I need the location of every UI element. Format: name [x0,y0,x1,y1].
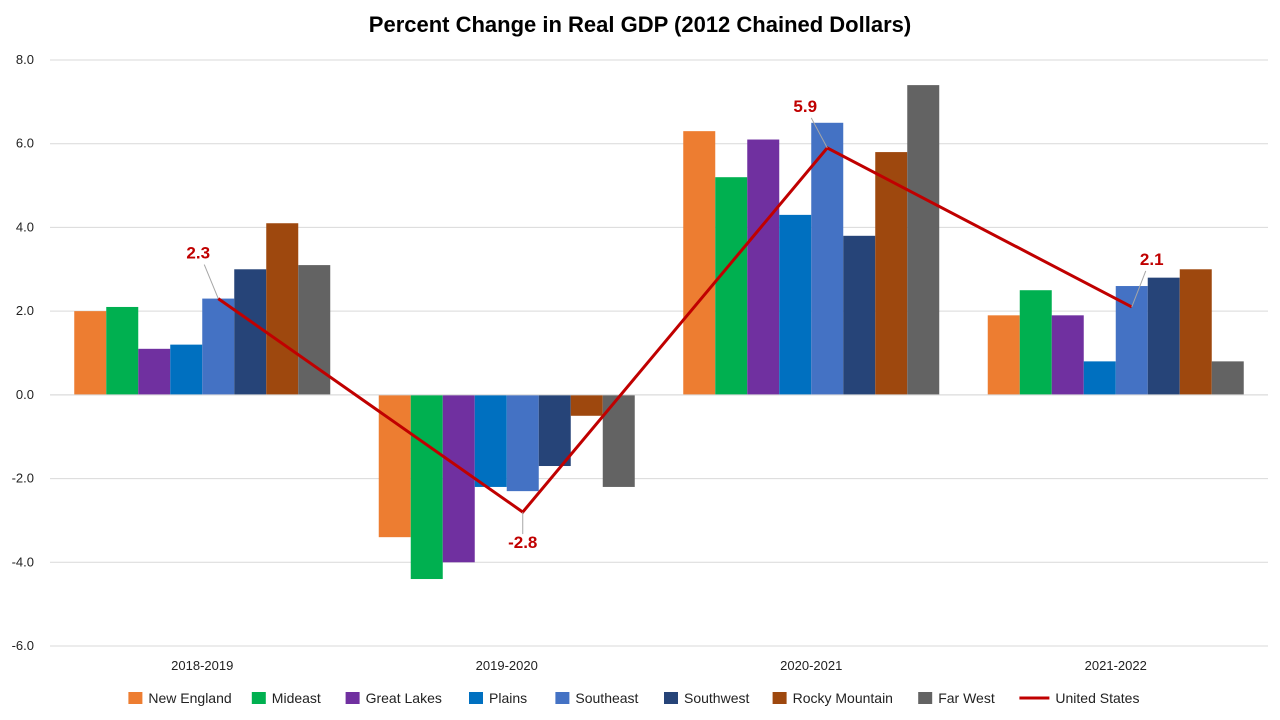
legend-swatch [251,692,266,704]
legend-swatch [128,692,143,704]
legend-swatch [555,692,570,704]
bar [234,269,267,395]
legend-swatch [664,692,678,704]
legend-swatch [918,692,933,704]
bar [74,311,107,395]
united-states-line [217,146,1133,515]
bar [683,131,716,395]
bar [538,394,571,467]
us-data-label: 2.3 [186,244,210,263]
us-data-label: 2.1 [1140,250,1164,269]
y-tick-label: 6.0 [16,136,34,151]
bar [570,394,603,416]
bar [378,394,411,538]
bar [106,306,139,395]
y-tick-label: 2.0 [16,303,34,318]
data-label-leader [1131,270,1147,308]
bar [811,122,844,395]
us-data-label: -2.8 [508,533,537,552]
y-tick-label: 4.0 [16,219,34,234]
bar [779,214,812,395]
us-data-label: 5.9 [793,97,817,116]
bar [202,298,235,395]
bar [1179,269,1212,395]
bar [1083,361,1116,395]
bar [506,394,539,492]
legend-label: United States [1055,690,1139,706]
y-tick-label: -4.0 [12,554,34,569]
y-tick-label: 0.0 [16,387,34,402]
bar [442,394,475,563]
bar [1211,361,1244,395]
bar [987,315,1020,395]
bar [907,85,940,395]
legend-swatch [469,692,483,704]
legend-swatch [772,692,787,704]
y-tick-label: -6.0 [12,638,34,653]
legend-label: Mideast [272,690,321,706]
bar [843,235,876,395]
bar [410,394,443,580]
y-tick-label: -2.0 [12,471,34,486]
x-tick-label: 2020-2021 [780,658,842,673]
legend-label: Rocky Mountain [793,690,893,706]
bar [1051,315,1084,395]
bar [474,394,507,487]
bar [875,152,908,395]
chart-title: Percent Change in Real GDP (2012 Chained… [368,12,912,37]
y-tick-label: 8.0 [16,52,34,67]
bar [138,348,171,395]
legend-label: Far West [938,690,995,706]
legend-label: New England [148,690,231,706]
x-tick-label: 2018-2019 [171,658,233,673]
data-label-leader [810,117,828,149]
legend-label: Southwest [684,690,749,706]
bar [1115,286,1148,395]
legend-swatch [345,692,360,704]
bar [715,177,748,395]
data-label-leader [203,264,219,299]
legend-label: Plains [489,690,527,706]
bar [747,139,780,395]
x-tick-label: 2021-2022 [1085,658,1147,673]
legend-label: Southeast [575,690,638,706]
bar [266,223,299,395]
bar [1147,277,1180,395]
bar [170,344,203,395]
legend-label: Great Lakes [366,690,442,706]
bar [1019,290,1052,395]
x-tick-label: 2019-2020 [476,658,538,673]
